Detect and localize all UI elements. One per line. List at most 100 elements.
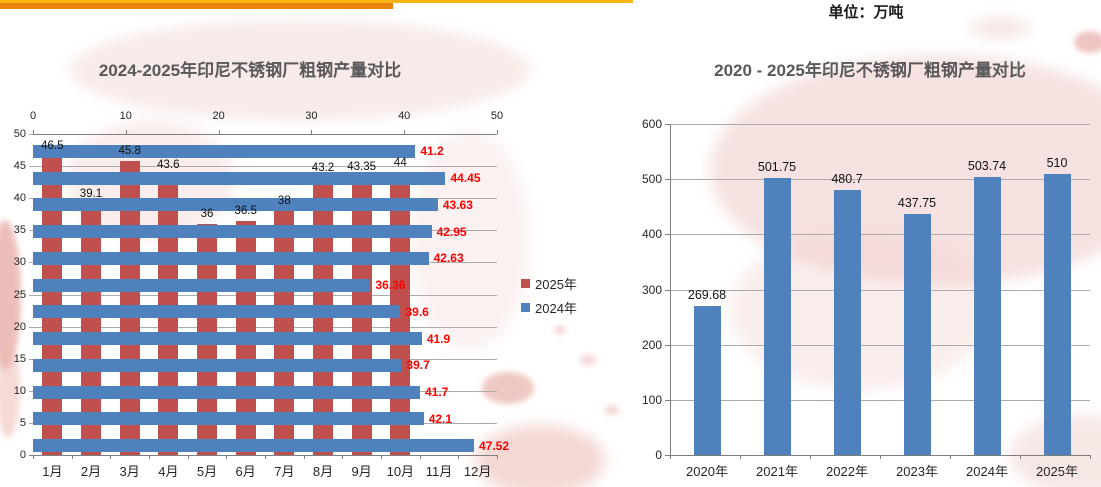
bottom-axis-tick <box>265 455 266 459</box>
bottom-axis-tick <box>381 455 382 459</box>
bar-value-label: 501.75 <box>757 160 797 175</box>
month-label: 11月 <box>425 464 453 479</box>
gridline <box>29 166 497 168</box>
month-label: 7月 <box>274 464 295 479</box>
top-axis-tick-label: 40 <box>398 110 411 122</box>
bottom-axis-tick <box>342 455 344 459</box>
year-bar <box>903 213 931 455</box>
gridline <box>670 344 1090 346</box>
month-label: 1月 <box>42 464 63 479</box>
month-label: 9月 <box>351 464 372 479</box>
y-axis-tick <box>665 455 670 456</box>
bottom-axis-tick <box>950 455 951 459</box>
left-axis-tick-label: 10 <box>13 384 26 397</box>
bottom-axis-tick <box>149 455 150 459</box>
top-axis-tick <box>311 130 313 134</box>
left-axis-tick-label: 0 <box>19 449 26 461</box>
top-axis-tick-label: 0 <box>29 110 37 122</box>
hbar-value-label: 36.36 <box>375 278 406 293</box>
hbar-2024 <box>33 251 429 265</box>
hbar-2024 <box>33 278 371 292</box>
column-value-label: 43.6 <box>157 159 180 172</box>
top-axis-tick <box>218 130 220 134</box>
month-label: 10月 <box>386 464 415 479</box>
column-value-label: 36 <box>200 207 214 220</box>
column-value-label: 38 <box>277 195 291 208</box>
gridline <box>29 294 497 296</box>
bottom-axis-tick <box>810 455 811 459</box>
bar-value-label: 437.75 <box>897 195 937 210</box>
hbar-2024 <box>33 439 474 453</box>
left-chart-title: 2024-2025年印尼不锈钢厂粗钢产量对比 <box>98 61 402 80</box>
y-axis-tick <box>665 399 670 401</box>
y-axis-tick-label: 600 <box>641 117 662 131</box>
top-axis-tick-label: 20 <box>212 110 225 122</box>
bottom-axis-tick <box>497 455 498 459</box>
left-axis-tick-label: 45 <box>13 160 26 173</box>
gridline <box>670 124 1090 125</box>
y-axis-tick <box>665 179 670 181</box>
right-chart-title: 2020 - 2025年印尼不锈钢厂粗钢产量对比 <box>714 61 1026 80</box>
left-axis-tick-label: 40 <box>13 192 26 205</box>
hbar-value-label: 39.7 <box>406 358 430 373</box>
hbar-value-label: 42.63 <box>433 251 464 266</box>
bottom-axis-tick <box>419 455 421 459</box>
y-axis-tick <box>665 124 670 125</box>
hbar-value-label: 41.7 <box>424 385 449 400</box>
y-axis-tick-label: 100 <box>641 392 662 407</box>
left-axis-tick-label: 20 <box>13 320 26 333</box>
column-value-label: 39.1 <box>79 187 103 200</box>
hbar-value-label: 47.52 <box>478 438 510 453</box>
bottom-axis-tick <box>110 455 112 459</box>
top-axis-tick <box>497 130 498 134</box>
month-label: 8月 <box>312 464 334 479</box>
year-label: 2022年 <box>826 464 868 479</box>
left-axis-tick-label: 5 <box>19 416 26 429</box>
y-axis-tick <box>665 289 670 291</box>
year-label: 2023年 <box>896 464 938 479</box>
month-label: 3月 <box>119 464 140 479</box>
month-label: 2月 <box>80 464 102 479</box>
top-axis-tick <box>404 130 406 134</box>
legend-swatch-2024 <box>521 302 530 312</box>
bottom-axis-tick <box>458 455 460 459</box>
top-axis-tick-label: 50 <box>490 110 504 122</box>
hbar-value-label: 44.45 <box>450 171 481 186</box>
legend-swatch-2025 <box>521 278 530 288</box>
month-label: 5月 <box>196 464 218 479</box>
left-axis-tick-label: 30 <box>13 256 26 269</box>
left-axis-tick-label: 35 <box>13 224 26 237</box>
bottom-axis-tick <box>187 455 189 459</box>
hbar-2024 <box>33 412 424 426</box>
left-axis-tick-label: 15 <box>13 352 26 365</box>
bottom-axis-tick <box>303 455 305 459</box>
bottom-axis-tick <box>1090 455 1091 459</box>
legend-label-2024: 2024年 <box>535 300 577 316</box>
header-accent-bar <box>0 3 393 9</box>
month-label: 12月 <box>463 464 492 479</box>
year-bar <box>973 177 1001 455</box>
year-label: 2021年 <box>756 464 798 479</box>
hbar-2024 <box>33 358 402 372</box>
legend: 2025年 2024年 <box>521 271 577 319</box>
top-axis-line <box>33 134 497 135</box>
hbar-value-label: 39.6 <box>405 304 429 319</box>
y-axis-tick <box>665 344 670 346</box>
hbar-2024 <box>33 198 438 212</box>
hbar-2024 <box>33 305 401 319</box>
y-axis-line <box>670 124 671 455</box>
hbar-value-label: 43.63 <box>442 197 473 212</box>
hbar-2024 <box>33 144 416 158</box>
year-bar <box>763 178 791 455</box>
month-label: 4月 <box>158 464 179 479</box>
bottom-axis-tick <box>33 455 34 459</box>
year-bar <box>693 306 721 455</box>
gridline <box>670 399 1090 401</box>
unit-label: 单位：万吨 <box>828 3 904 21</box>
header-accent-line <box>0 0 633 3</box>
hbar-value-label: 42.95 <box>436 224 467 239</box>
y-axis-tick-label: 300 <box>641 282 662 297</box>
hbar-2024 <box>33 385 420 399</box>
